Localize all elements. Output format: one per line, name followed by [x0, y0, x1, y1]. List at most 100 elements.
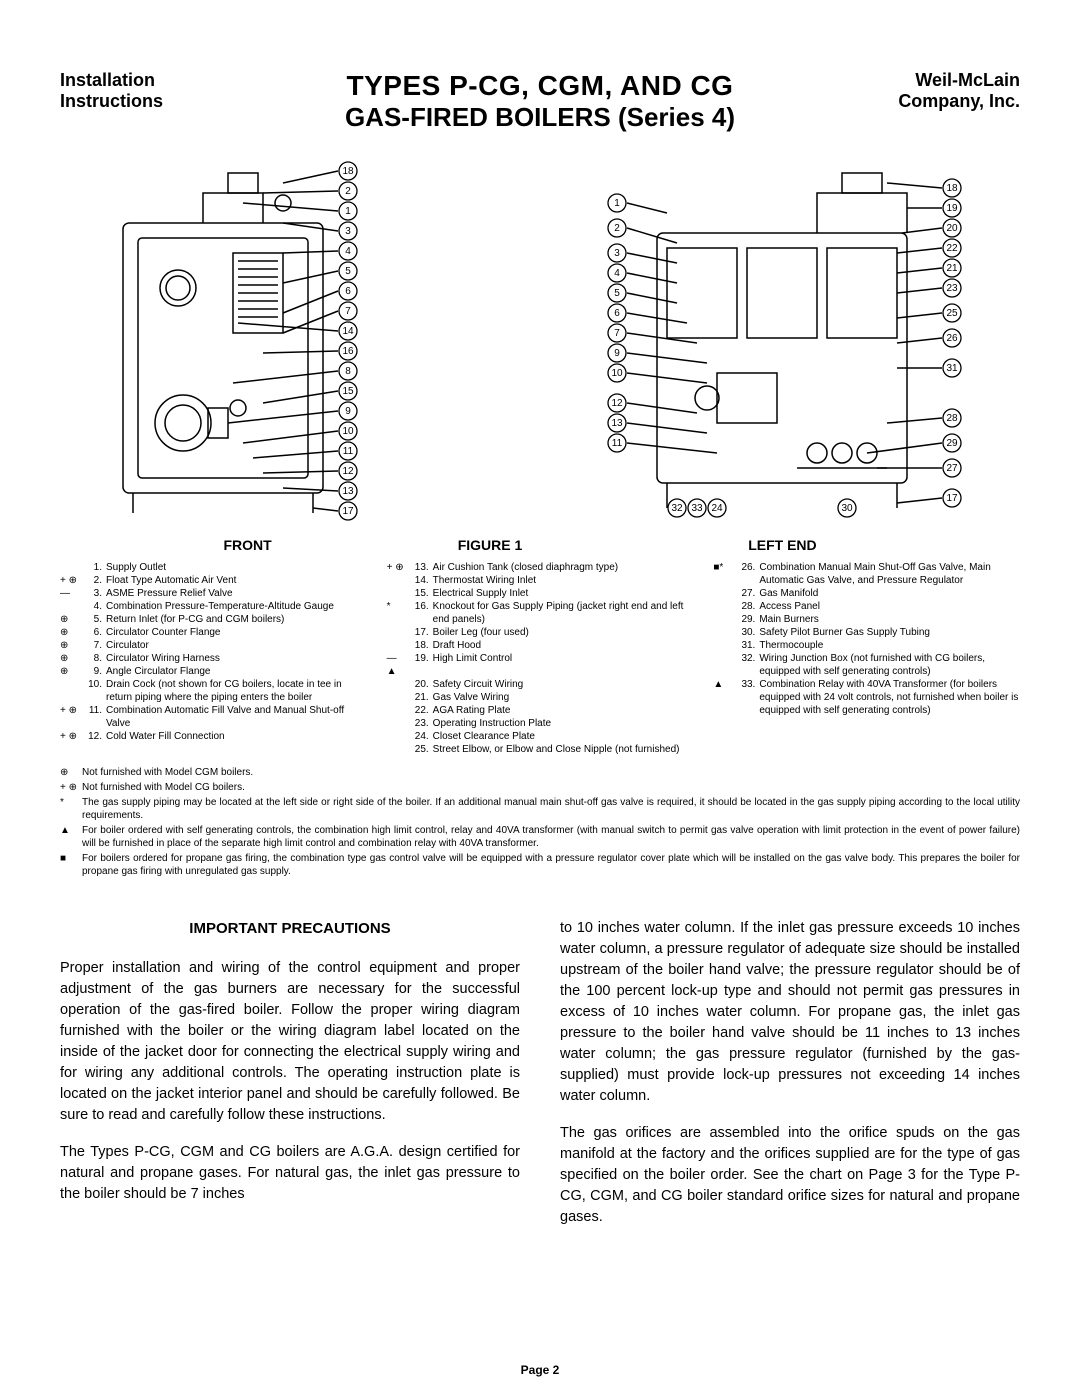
title-line-1: TYPES P-CG, CGM, AND CG [240, 70, 840, 102]
left-para-2: The Types P-CG, CGM and CG boilers are A… [60, 1142, 520, 1205]
parts-item: 4.Combination Pressure-Temperature-Altit… [60, 600, 367, 613]
front-diagram: 182134567141681591011121317 [83, 153, 413, 533]
footnote: + ⊕Not furnished with Model CG boilers. [60, 781, 1020, 794]
parts-item: 32.Wiring Junction Box (not furnished wi… [713, 652, 1020, 678]
body-column-right: to 10 inches water column. If the inlet … [560, 918, 1020, 1244]
svg-text:19: 19 [947, 203, 959, 214]
header-left: Installation Instructions [60, 70, 240, 112]
parts-item: 28.Access Panel [713, 600, 1020, 613]
svg-text:4: 4 [615, 268, 621, 279]
parts-item: 24.Closet Clearance Plate [387, 730, 694, 743]
parts-column-3: ■*26.Combination Manual Main Shut-Off Ga… [713, 561, 1020, 756]
svg-text:11: 11 [612, 438, 623, 449]
svg-text:8: 8 [345, 366, 351, 377]
parts-item: 27.Gas Manifold [713, 587, 1020, 600]
svg-text:21: 21 [947, 263, 959, 274]
svg-text:10: 10 [612, 368, 624, 379]
left-para-1: Proper installation and wiring of the co… [60, 958, 520, 1126]
svg-text:1: 1 [615, 198, 621, 209]
right-para-2: The gas orifices are assembled into the … [560, 1123, 1020, 1228]
parts-item: + ⊕12.Cold Water Fill Connection [60, 730, 367, 743]
svg-text:11: 11 [342, 446, 353, 457]
parts-item: ⊕8.Circulator Wiring Harness [60, 652, 367, 665]
parts-item: ▲33.Combination Relay with 40VA Transfor… [713, 678, 1020, 717]
svg-text:12: 12 [612, 398, 624, 409]
figure-center-label: FIGURE 1 [458, 533, 523, 553]
parts-item: 17.Boiler Leg (four used) [387, 626, 694, 639]
parts-item: 1.Supply Outlet [60, 561, 367, 574]
svg-text:17: 17 [947, 493, 959, 504]
svg-text:20: 20 [947, 223, 959, 234]
svg-text:17: 17 [342, 506, 354, 517]
header-center: TYPES P-CG, CGM, AND CG GAS-FIRED BOILER… [240, 70, 840, 133]
svg-text:14: 14 [342, 326, 354, 337]
svg-text:7: 7 [345, 306, 351, 317]
parts-item: *16.Knockout for Gas Supply Piping (jack… [387, 600, 694, 626]
company-line-1: Weil-McLain [840, 70, 1020, 91]
svg-text:31: 31 [947, 363, 959, 374]
figure-left-end: 1234567910121311 18192022212325263128292… [567, 153, 997, 553]
svg-text:9: 9 [345, 406, 351, 417]
parts-item: + ⊕11.Combination Automatic Fill Valve a… [60, 704, 367, 730]
parts-item: + ⊕13.Air Cushion Tank (closed diaphragm… [387, 561, 694, 574]
footnote: *The gas supply piping may be located at… [60, 796, 1020, 822]
svg-text:32: 32 [672, 503, 684, 514]
parts-list: 1.Supply Outlet+ ⊕2.Float Type Automatic… [60, 561, 1020, 756]
parts-item: 30.Safety Pilot Burner Gas Supply Tubing [713, 626, 1020, 639]
footnotes: ⊕Not furnished with Model CGM boilers.+ … [60, 766, 1020, 878]
svg-text:18: 18 [342, 166, 354, 177]
svg-text:33: 33 [692, 503, 704, 514]
left-end-diagram: 1234567910121311 18192022212325263128292… [567, 153, 997, 533]
svg-text:2: 2 [615, 223, 621, 234]
parts-item: 23.Operating Instruction Plate [387, 717, 694, 730]
header-right: Weil-McLain Company, Inc. [840, 70, 1020, 112]
svg-text:5: 5 [345, 266, 351, 277]
figure-front: 182134567141681591011121317 FRONT [83, 153, 413, 553]
body-text: IMPORTANT PRECAUTIONS Proper installatio… [60, 918, 1020, 1244]
svg-text:16: 16 [342, 346, 354, 357]
parts-item: 29.Main Burners [713, 613, 1020, 626]
parts-item: 10.Drain Cock (not shown for CG boilers,… [60, 678, 367, 704]
parts-item: — ▲19.High Limit Control [387, 652, 694, 678]
svg-text:30: 30 [842, 503, 854, 514]
svg-text:5: 5 [615, 288, 621, 299]
parts-item: 18.Draft Hood [387, 639, 694, 652]
svg-text:2: 2 [345, 186, 351, 197]
parts-column-1: 1.Supply Outlet+ ⊕2.Float Type Automatic… [60, 561, 367, 756]
parts-item: 22.AGA Rating Plate [387, 704, 694, 717]
company-line-2: Company, Inc. [840, 91, 1020, 112]
right-para-1: to 10 inches water column. If the inlet … [560, 918, 1020, 1107]
svg-text:6: 6 [615, 308, 621, 319]
svg-text:4: 4 [345, 246, 351, 257]
parts-item: ■*26.Combination Manual Main Shut-Off Ga… [713, 561, 1020, 587]
page-number: Page 2 [0, 1363, 1080, 1377]
svg-text:18: 18 [947, 183, 959, 194]
figure-1-label: FIGURE 1 [458, 537, 523, 553]
svg-text:1: 1 [345, 206, 351, 217]
precautions-heading: IMPORTANT PRECAUTIONS [60, 918, 520, 940]
title-line-2: GAS-FIRED BOILERS (Series 4) [240, 102, 840, 133]
svg-text:28: 28 [947, 413, 959, 424]
install-label-2: Instructions [60, 91, 240, 112]
parts-item: ⊕7.Circulator [60, 639, 367, 652]
parts-item: 15.Electrical Supply Inlet [387, 587, 694, 600]
svg-text:3: 3 [345, 226, 351, 237]
svg-text:13: 13 [342, 486, 354, 497]
svg-text:13: 13 [612, 418, 624, 429]
footnote: ▲For boiler ordered with self generating… [60, 824, 1020, 850]
front-label: FRONT [83, 537, 413, 553]
parts-item: + ⊕2.Float Type Automatic Air Vent [60, 574, 367, 587]
parts-column-2: + ⊕13.Air Cushion Tank (closed diaphragm… [387, 561, 694, 756]
svg-text:22: 22 [947, 243, 959, 254]
svg-text:10: 10 [342, 426, 354, 437]
parts-item: ⊕6.Circulator Counter Flange [60, 626, 367, 639]
svg-text:23: 23 [947, 283, 959, 294]
parts-item: —3.ASME Pressure Relief Valve [60, 587, 367, 600]
install-label-1: Installation [60, 70, 240, 91]
page-header: Installation Instructions TYPES P-CG, CG… [60, 70, 1020, 133]
body-column-left: IMPORTANT PRECAUTIONS Proper installatio… [60, 918, 520, 1244]
svg-text:27: 27 [947, 463, 959, 474]
svg-text:3: 3 [615, 248, 621, 259]
parts-item: 25.Street Elbow, or Elbow and Close Nipp… [387, 743, 694, 756]
svg-text:9: 9 [615, 348, 621, 359]
